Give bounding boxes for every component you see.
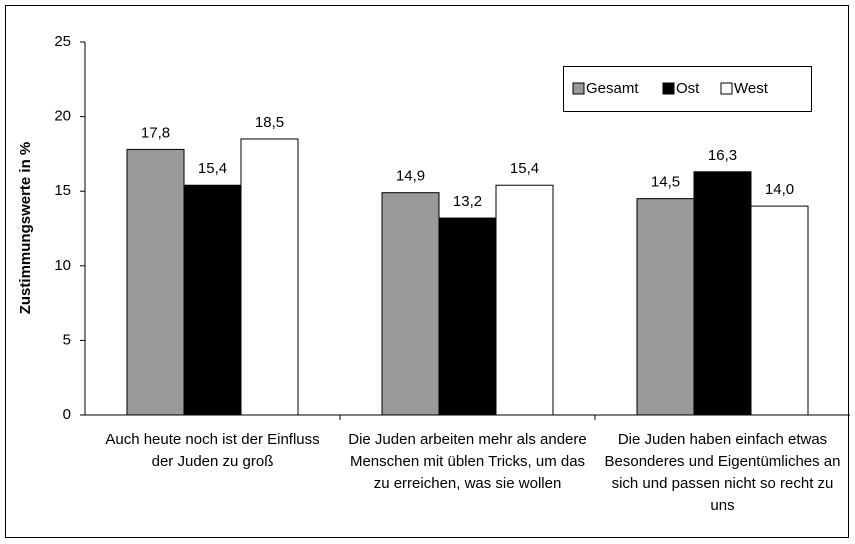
bar [693,171,752,416]
y-tick-label: 15 [54,182,71,199]
value-label: 14,5 [651,174,680,191]
legend-box [563,66,812,112]
x-tick-label: Die Juden arbeiten mehr als andere Mensc… [348,431,587,492]
y-tick-label: 5 [63,331,71,348]
y-tick-label: 10 [54,257,71,274]
bar [495,184,554,416]
bar [126,148,185,416]
y-tick-label: 0 [63,406,71,423]
legend-swatch [572,82,585,95]
bar [438,217,497,416]
bar [750,205,809,416]
bar [240,138,299,416]
x-tick-label: Auch heute noch ist der Einfluss der Jud… [105,431,320,470]
legend-swatch [662,82,675,95]
x-tick-label: Die Juden haben einfach etwas Besonderes… [604,431,841,514]
legend-label: Gesamt [586,80,639,97]
y-axis-title: Zustimmungswerte in % [17,142,34,315]
legend-label: West [734,80,769,97]
value-label: 14,0 [765,181,794,198]
bar [381,192,440,416]
value-label: 15,4 [510,160,539,177]
value-label: 17,8 [141,124,170,141]
value-label: 13,2 [453,193,482,210]
legend-label: Ost [676,80,700,97]
value-label: 16,3 [708,147,737,164]
y-tick-label: 20 [54,108,71,125]
bar [636,198,695,416]
value-label: 14,9 [396,168,425,185]
legend-swatch [720,82,733,95]
y-tick-label: 25 [54,33,71,50]
value-label: 15,4 [198,160,227,177]
bar [183,184,242,416]
value-label: 18,5 [255,114,284,131]
